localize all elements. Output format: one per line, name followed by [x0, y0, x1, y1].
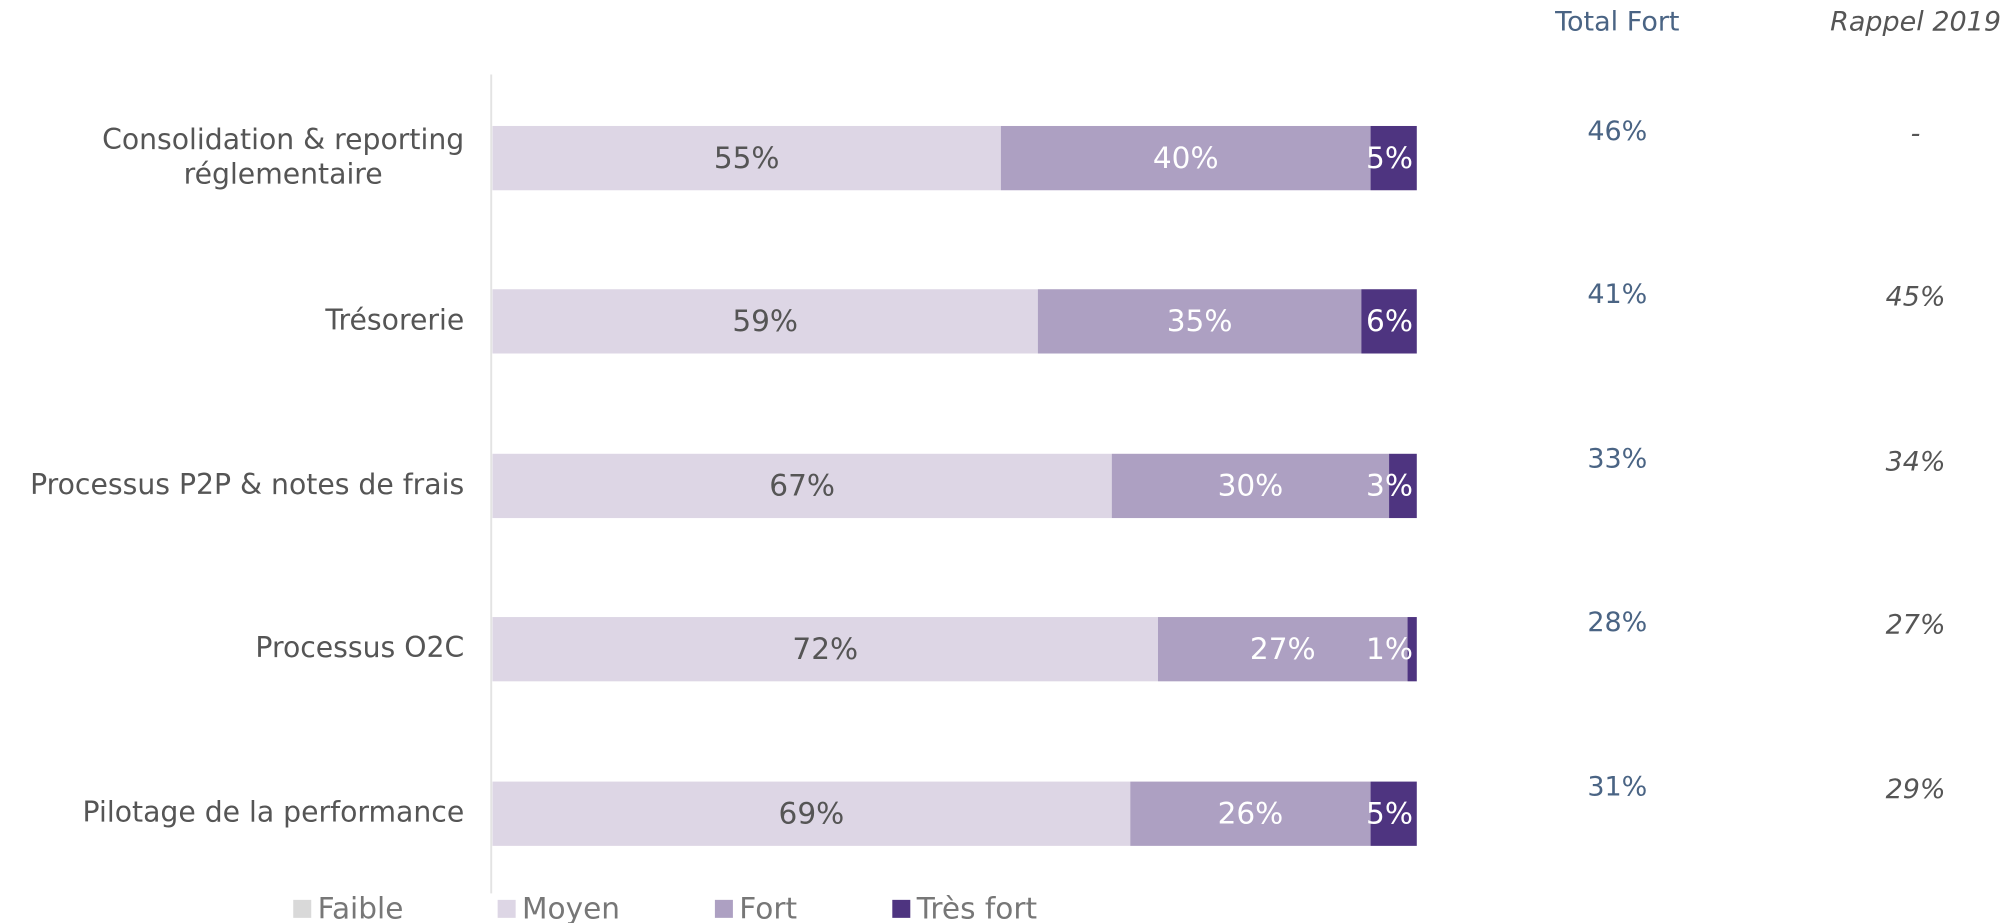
data-label: 67% [769, 469, 835, 503]
data-label: 30% [1218, 469, 1284, 503]
column-value: 31% [1587, 772, 1647, 803]
data-label: 59% [732, 304, 798, 338]
data-label: 26% [1218, 797, 1284, 831]
data-label: 3% [1366, 469, 1413, 503]
data-label: 35% [1167, 304, 1233, 338]
legend-swatch [293, 899, 312, 918]
data-label: 69% [779, 797, 845, 831]
legend-label: Très fort [916, 892, 1037, 923]
category-label: Trésorerie [324, 303, 464, 336]
column-value: 45% [1886, 282, 1946, 313]
legend-label: Faible [318, 892, 404, 923]
data-label: 27% [1250, 632, 1316, 666]
column-value: 28% [1587, 607, 1647, 638]
data-label: 40% [1153, 141, 1219, 175]
data-label: 5% [1366, 141, 1413, 175]
bar-segment [1407, 617, 1417, 682]
bar-segment [1130, 781, 1371, 846]
data-label: 6% [1366, 304, 1413, 338]
column-value: 29% [1886, 774, 1946, 805]
category-label: Processus O2C [255, 631, 464, 664]
data-label: 55% [714, 141, 780, 175]
column-header: Total Fort [1554, 7, 1679, 38]
bar-segment [1370, 125, 1417, 191]
data-label: 1% [1366, 632, 1413, 666]
legend-swatch [892, 899, 911, 918]
data-label: 5% [1366, 797, 1413, 831]
category-label: Pilotage de la performance [83, 796, 465, 829]
legend-label: Fort [739, 892, 797, 923]
column-value: 41% [1587, 279, 1647, 310]
bar-segment [1389, 453, 1417, 519]
category-label: Processus P2P & notes de frais [30, 468, 464, 501]
legend-label: Moyen [522, 892, 620, 923]
bar-segment [492, 617, 1158, 682]
bar-segment [1157, 617, 1408, 682]
bar-segment [1370, 781, 1417, 846]
bar-segment [492, 125, 1001, 191]
column-value: 33% [1587, 444, 1647, 475]
legend-swatch [497, 899, 516, 918]
column-value: 34% [1886, 446, 1946, 477]
column-value: 46% [1587, 116, 1647, 147]
legend-swatch [714, 899, 733, 918]
column-value: - [1911, 118, 1921, 149]
column-value: 27% [1886, 610, 1946, 641]
bar-segment [1000, 125, 1371, 191]
data-label: 72% [792, 632, 858, 666]
category-label: Consolidation & reporting réglementaire [102, 123, 464, 191]
column-header: Rappel 2019 [1830, 7, 2001, 38]
bar-segment [492, 781, 1131, 846]
bar-segment [1361, 289, 1417, 354]
bar-segment [492, 453, 1112, 519]
bar-segment [492, 289, 1038, 354]
bar-segment [1037, 289, 1362, 354]
bar-segment [1111, 453, 1390, 519]
